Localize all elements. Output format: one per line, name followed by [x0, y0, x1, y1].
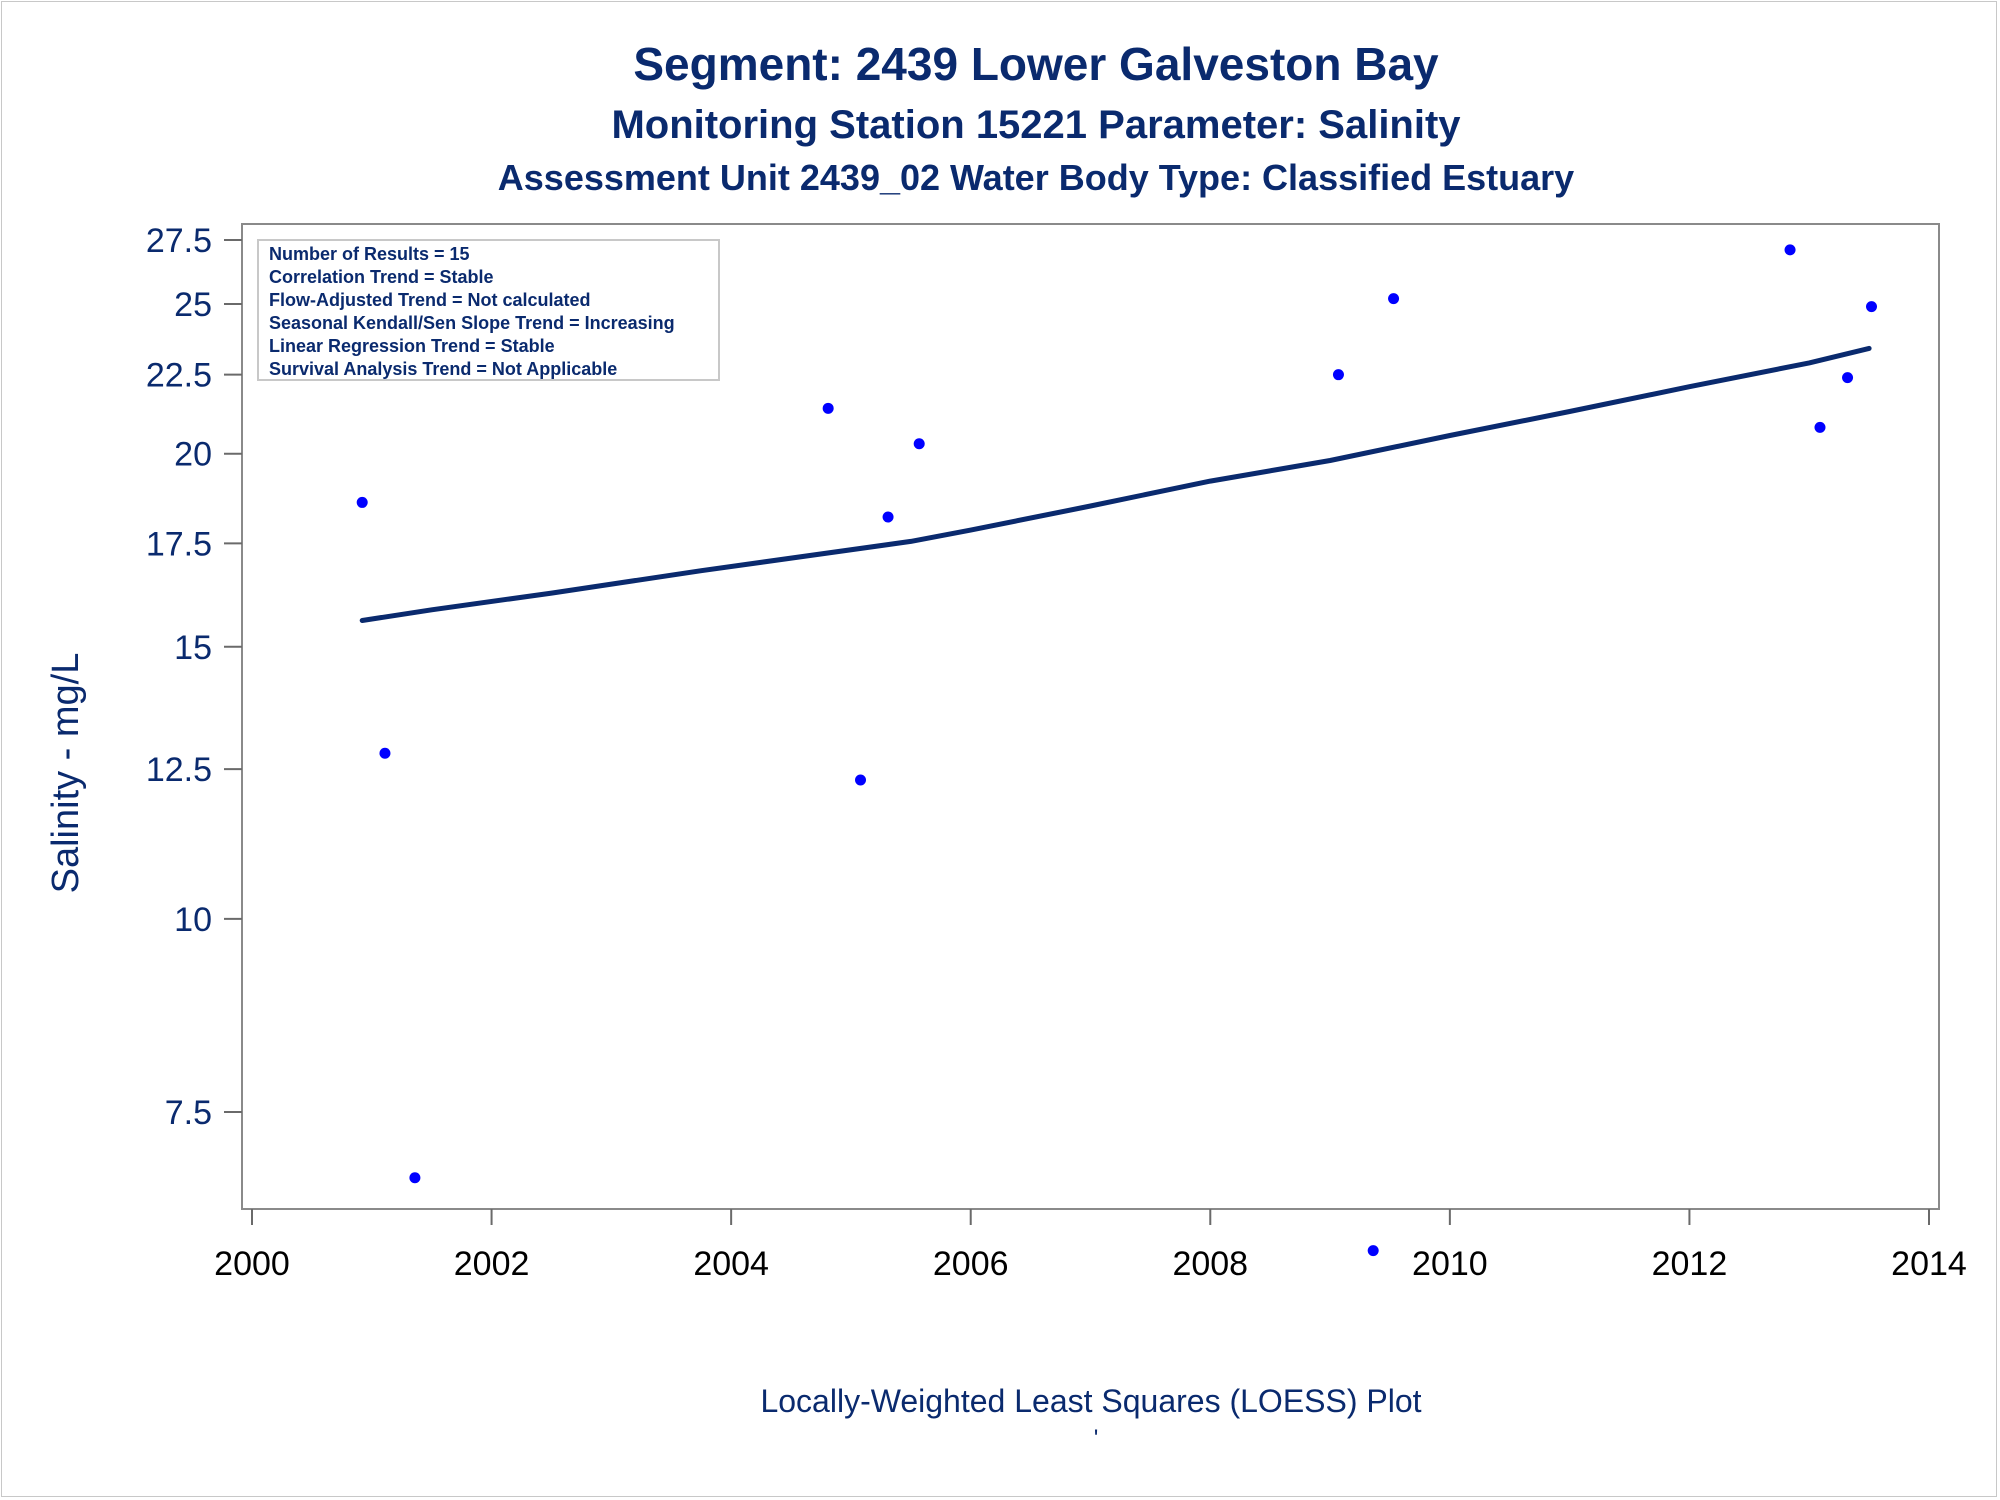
y-axis: 27.5 25 22.5 20 17.5 15 12.5 10 7.5	[146, 222, 242, 1132]
y-tick-label: 22.5	[146, 357, 212, 395]
data-point	[1842, 372, 1854, 384]
data-point	[1332, 369, 1344, 381]
stats-line: Seasonal Kendall/Sen Slope Trend = Incre…	[269, 313, 675, 333]
y-axis-label: Salinity - mg/L	[45, 653, 87, 894]
chart-title: Segment: 2439 Lower Galveston Bay	[633, 38, 1439, 90]
y-tick-label: 10	[174, 901, 212, 939]
series-layer	[356, 244, 1878, 1257]
y-tick-label: 12.5	[146, 751, 212, 789]
x-tick-label: 2004	[693, 1245, 769, 1283]
data-point	[1784, 244, 1796, 256]
y-tick-label: 20	[174, 436, 212, 474]
data-point	[1388, 293, 1400, 305]
y-tick-label: 7.5	[165, 1094, 212, 1132]
stats-line: Flow-Adjusted Trend = Not calculated	[269, 290, 591, 310]
y-tick-label: 25	[174, 286, 212, 324]
x-axis: 2000 2002 2004 2006 2008 2010 2012 2014	[214, 1209, 1967, 1283]
stats-legend-border	[257, 239, 720, 381]
data-point	[882, 511, 894, 523]
y-tick-label: 27.5	[146, 222, 212, 260]
stats-line: Correlation Trend = Stable	[269, 267, 494, 287]
x-tick-label: 2012	[1652, 1245, 1728, 1283]
stats-line: Linear Regression Trend = Stable	[269, 336, 555, 356]
x-tick-label: 2006	[933, 1245, 1009, 1283]
x-tick-label: 2002	[454, 1245, 530, 1283]
loess-trend-line	[359, 345, 1872, 623]
stats-legend-box: Number of Results = 15 Correlation Trend …	[257, 239, 720, 381]
x-tick-label: 2000	[214, 1245, 290, 1283]
chart-subtitle: Monitoring Station 15221 Parameter: Sali…	[611, 103, 1461, 147]
data-point	[356, 496, 368, 508]
footnote: Locally-Weighted Least Squares (LOESS) P…	[760, 1383, 1421, 1419]
data-point	[822, 402, 834, 414]
y-tick-label: 17.5	[146, 525, 212, 563]
data-point	[1866, 301, 1878, 313]
data-point	[379, 747, 391, 759]
plot-area-border	[241, 223, 1940, 1210]
data-point	[1367, 1245, 1379, 1257]
chart-subtitle-2: Assessment Unit 2439_02 Water Body Type:…	[498, 157, 1574, 198]
stats-line: Survival Analysis Trend = Not Applicable	[269, 359, 617, 379]
x-tick-label: 2008	[1172, 1245, 1248, 1283]
y-tick-label: 15	[174, 629, 212, 667]
x-tick-label: 2014	[1891, 1245, 1967, 1283]
footnote-mark: '	[1094, 1425, 1099, 1452]
data-point	[913, 438, 925, 450]
data-point	[409, 1172, 421, 1184]
x-tick-label: 2010	[1412, 1245, 1488, 1283]
stats-line: Number of Results = 15	[269, 244, 470, 264]
data-point	[1814, 421, 1826, 433]
data-point	[855, 774, 867, 786]
